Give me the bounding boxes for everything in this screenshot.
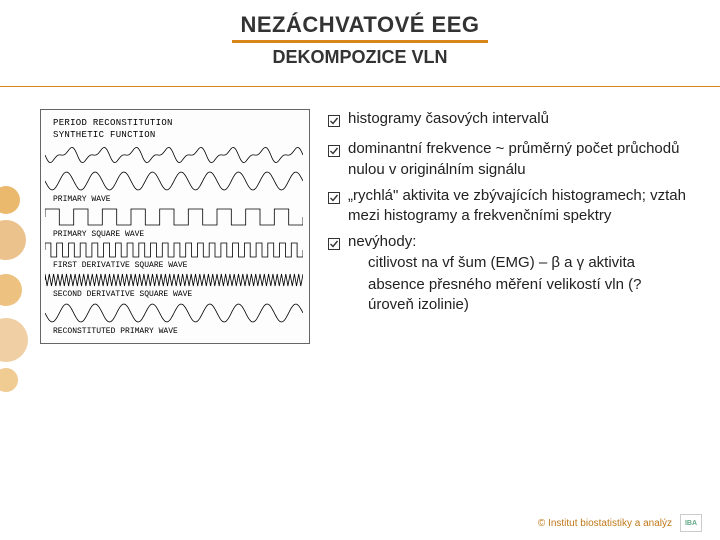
wave-label: SECOND DERIVATIVE SQUARE WAVE [53, 290, 305, 299]
bullet-item: histogramy časových intervalů [328, 109, 686, 133]
slide-footer: © Institut biostatistiky a analýz IBA [538, 514, 702, 532]
bullet-item: dominantní frekvence ~ průměrný počet pr… [328, 139, 686, 180]
bullet-text: „rychlá" aktivita ve zbývajících histogr… [348, 186, 686, 227]
wave-row [45, 300, 305, 326]
checkbox-icon [328, 236, 340, 317]
sidebar-ornament [0, 180, 30, 400]
copyright-text: © Institut biostatistiky a analýz [538, 518, 672, 529]
bullet-list: histogramy časových intervalů dominantní … [328, 109, 692, 344]
iba-logo: IBA [680, 514, 702, 532]
figure-title-1: PERIOD RECONSTITUTION [53, 118, 305, 128]
slide-title: NEZÁCHVATOVÉ EEG [232, 12, 487, 43]
bullet-text: dominantní frekvence ~ průměrný počet pr… [348, 139, 686, 180]
wave-row [45, 271, 305, 289]
bullet-text: histogramy časových intervalů [348, 109, 549, 133]
slide-subtitle: DEKOMPOZICE VLN [0, 47, 720, 68]
wave-figure: PERIOD RECONSTITUTION SYNTHETIC FUNCTION… [40, 109, 310, 344]
bullet-subtext: absence přesného měření velikostí vln (?… [368, 275, 686, 316]
wave-row [45, 142, 305, 168]
wave-row [45, 240, 305, 260]
bullet-subtext: citlivost na vf šum (EMG) – β a γ aktivi… [368, 253, 686, 273]
wave-label: PRIMARY SQUARE WAVE [53, 230, 305, 239]
checkbox-icon [328, 190, 340, 227]
wave-row [45, 168, 305, 194]
bullet-item: „rychlá" aktivita ve zbývajících histogr… [328, 186, 686, 227]
checkbox-icon [328, 143, 340, 180]
bullet-item: nevýhody:citlivost na vf šum (EMG) – β a… [328, 232, 686, 317]
wave-label: FIRST DERIVATIVE SQUARE WAVE [53, 261, 305, 270]
checkbox-icon [328, 113, 340, 133]
bullet-text: nevýhody:citlivost na vf šum (EMG) – β a… [348, 232, 686, 317]
wave-label: PRIMARY WAVE [53, 195, 305, 204]
figure-title-2: SYNTHETIC FUNCTION [53, 130, 305, 140]
slide-header: NEZÁCHVATOVÉ EEG DEKOMPOZICE VLN [0, 0, 720, 68]
wave-label: RECONSTITUTED PRIMARY WAVE [53, 327, 305, 336]
wave-row [45, 205, 305, 229]
content-area: PERIOD RECONSTITUTION SYNTHETIC FUNCTION… [0, 87, 720, 344]
